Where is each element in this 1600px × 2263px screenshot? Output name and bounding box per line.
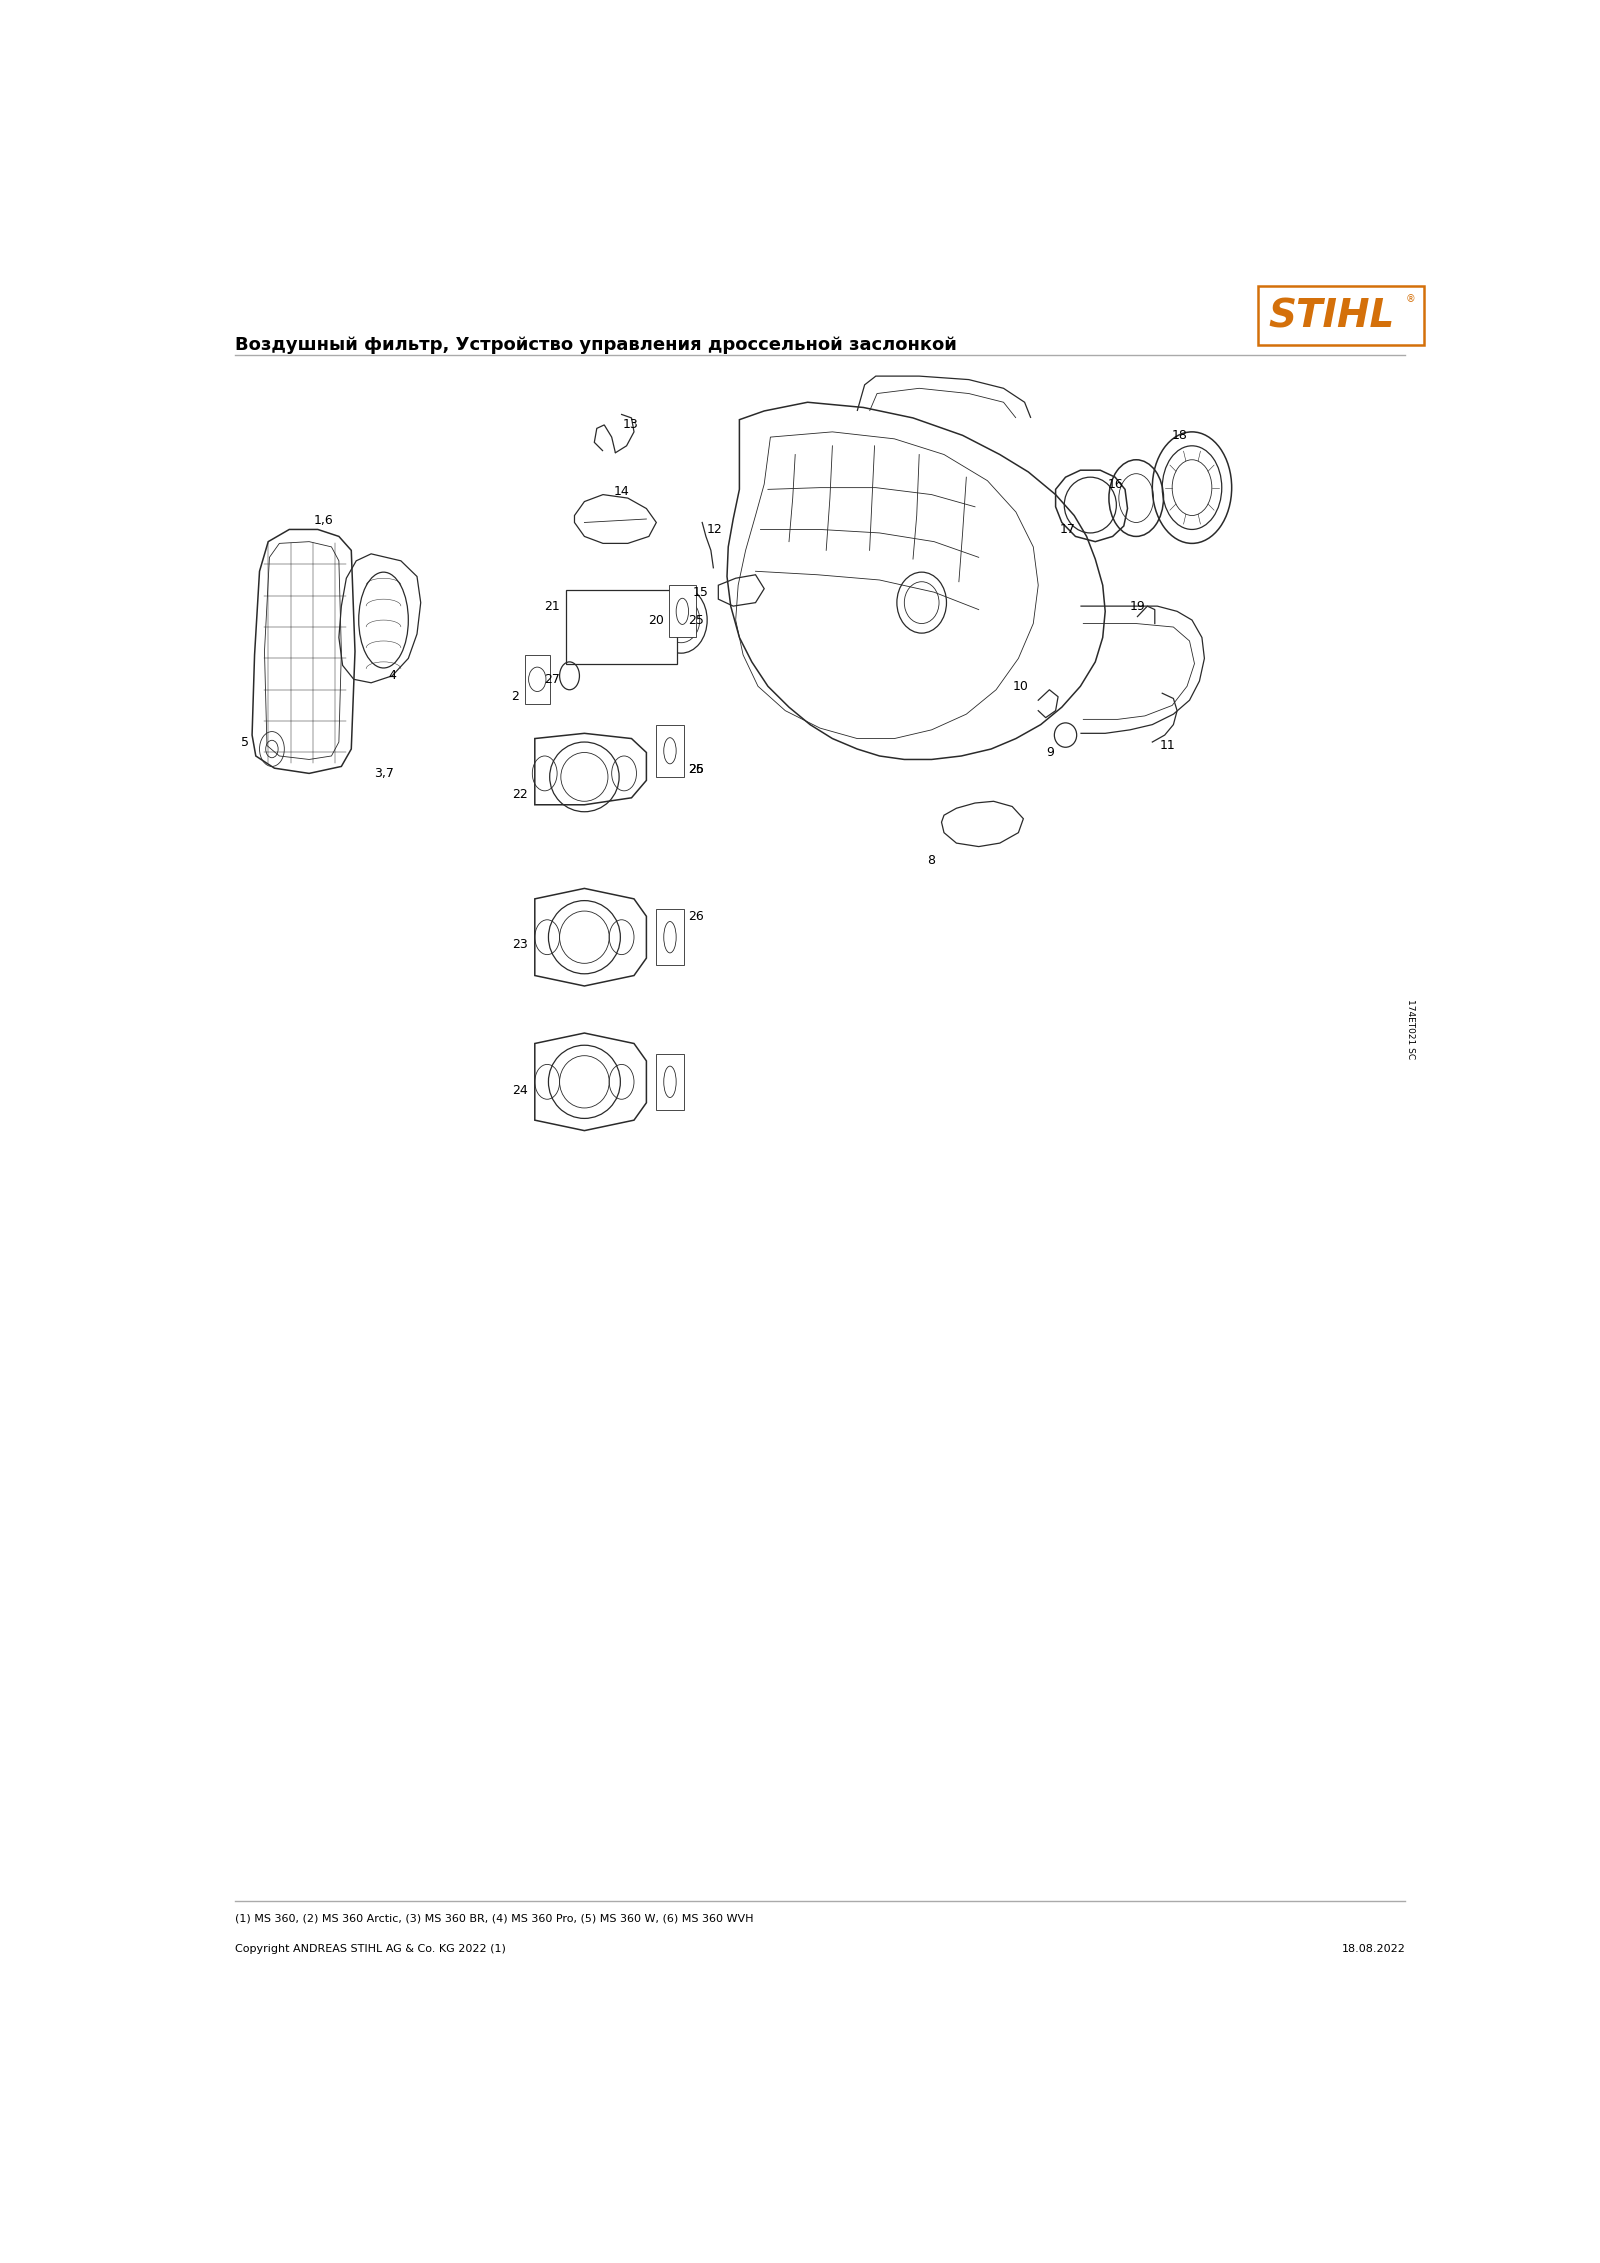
Text: 12: 12 [707, 523, 723, 536]
Text: 22: 22 [512, 788, 528, 801]
Text: 3,7: 3,7 [373, 767, 394, 781]
FancyBboxPatch shape [525, 654, 550, 704]
FancyBboxPatch shape [669, 586, 696, 638]
Text: 25: 25 [688, 763, 704, 776]
FancyBboxPatch shape [656, 1055, 683, 1109]
Text: 10: 10 [1013, 679, 1029, 692]
Text: 27: 27 [544, 672, 560, 686]
Text: Воздушный фильтр, Устройство управления дроссельной заслонкой: Воздушный фильтр, Устройство управления … [235, 335, 957, 353]
Text: STIHL: STIHL [1269, 296, 1394, 335]
Text: 11: 11 [1160, 740, 1174, 751]
Text: Copyright ANDREAS STIHL AG & Co. KG 2022 (1): Copyright ANDREAS STIHL AG & Co. KG 2022… [235, 1944, 506, 1955]
Text: 25: 25 [688, 613, 704, 627]
Text: 18: 18 [1171, 430, 1187, 441]
Text: 26: 26 [688, 910, 704, 923]
Text: 9: 9 [1046, 747, 1054, 758]
Text: 24: 24 [512, 1084, 528, 1098]
Text: 15: 15 [693, 586, 709, 600]
Text: 13: 13 [622, 419, 638, 432]
Text: 16: 16 [1107, 477, 1123, 491]
Text: 20: 20 [648, 613, 664, 627]
FancyBboxPatch shape [566, 591, 677, 663]
Text: ®: ® [1405, 294, 1414, 306]
Text: (1) MS 360, (2) MS 360 Arctic, (3) MS 360 BR, (4) MS 360 Pro, (5) MS 360 W, (6) : (1) MS 360, (2) MS 360 Arctic, (3) MS 36… [235, 1912, 754, 1924]
Text: 23: 23 [512, 937, 528, 950]
FancyBboxPatch shape [656, 910, 683, 964]
Text: 2: 2 [510, 690, 518, 704]
Text: 14: 14 [614, 484, 629, 498]
Text: 19: 19 [1130, 600, 1146, 613]
Text: 174ET021 SC: 174ET021 SC [1406, 1000, 1414, 1059]
Text: 18.08.2022: 18.08.2022 [1341, 1944, 1405, 1955]
Text: 8: 8 [928, 853, 936, 867]
Text: 4: 4 [389, 670, 397, 683]
FancyBboxPatch shape [656, 724, 683, 776]
Text: 1,6: 1,6 [314, 514, 334, 527]
Text: 21: 21 [544, 600, 560, 613]
Text: 26: 26 [688, 763, 704, 776]
Text: 5: 5 [240, 735, 248, 749]
Text: 17: 17 [1061, 523, 1075, 536]
FancyBboxPatch shape [1258, 285, 1424, 344]
